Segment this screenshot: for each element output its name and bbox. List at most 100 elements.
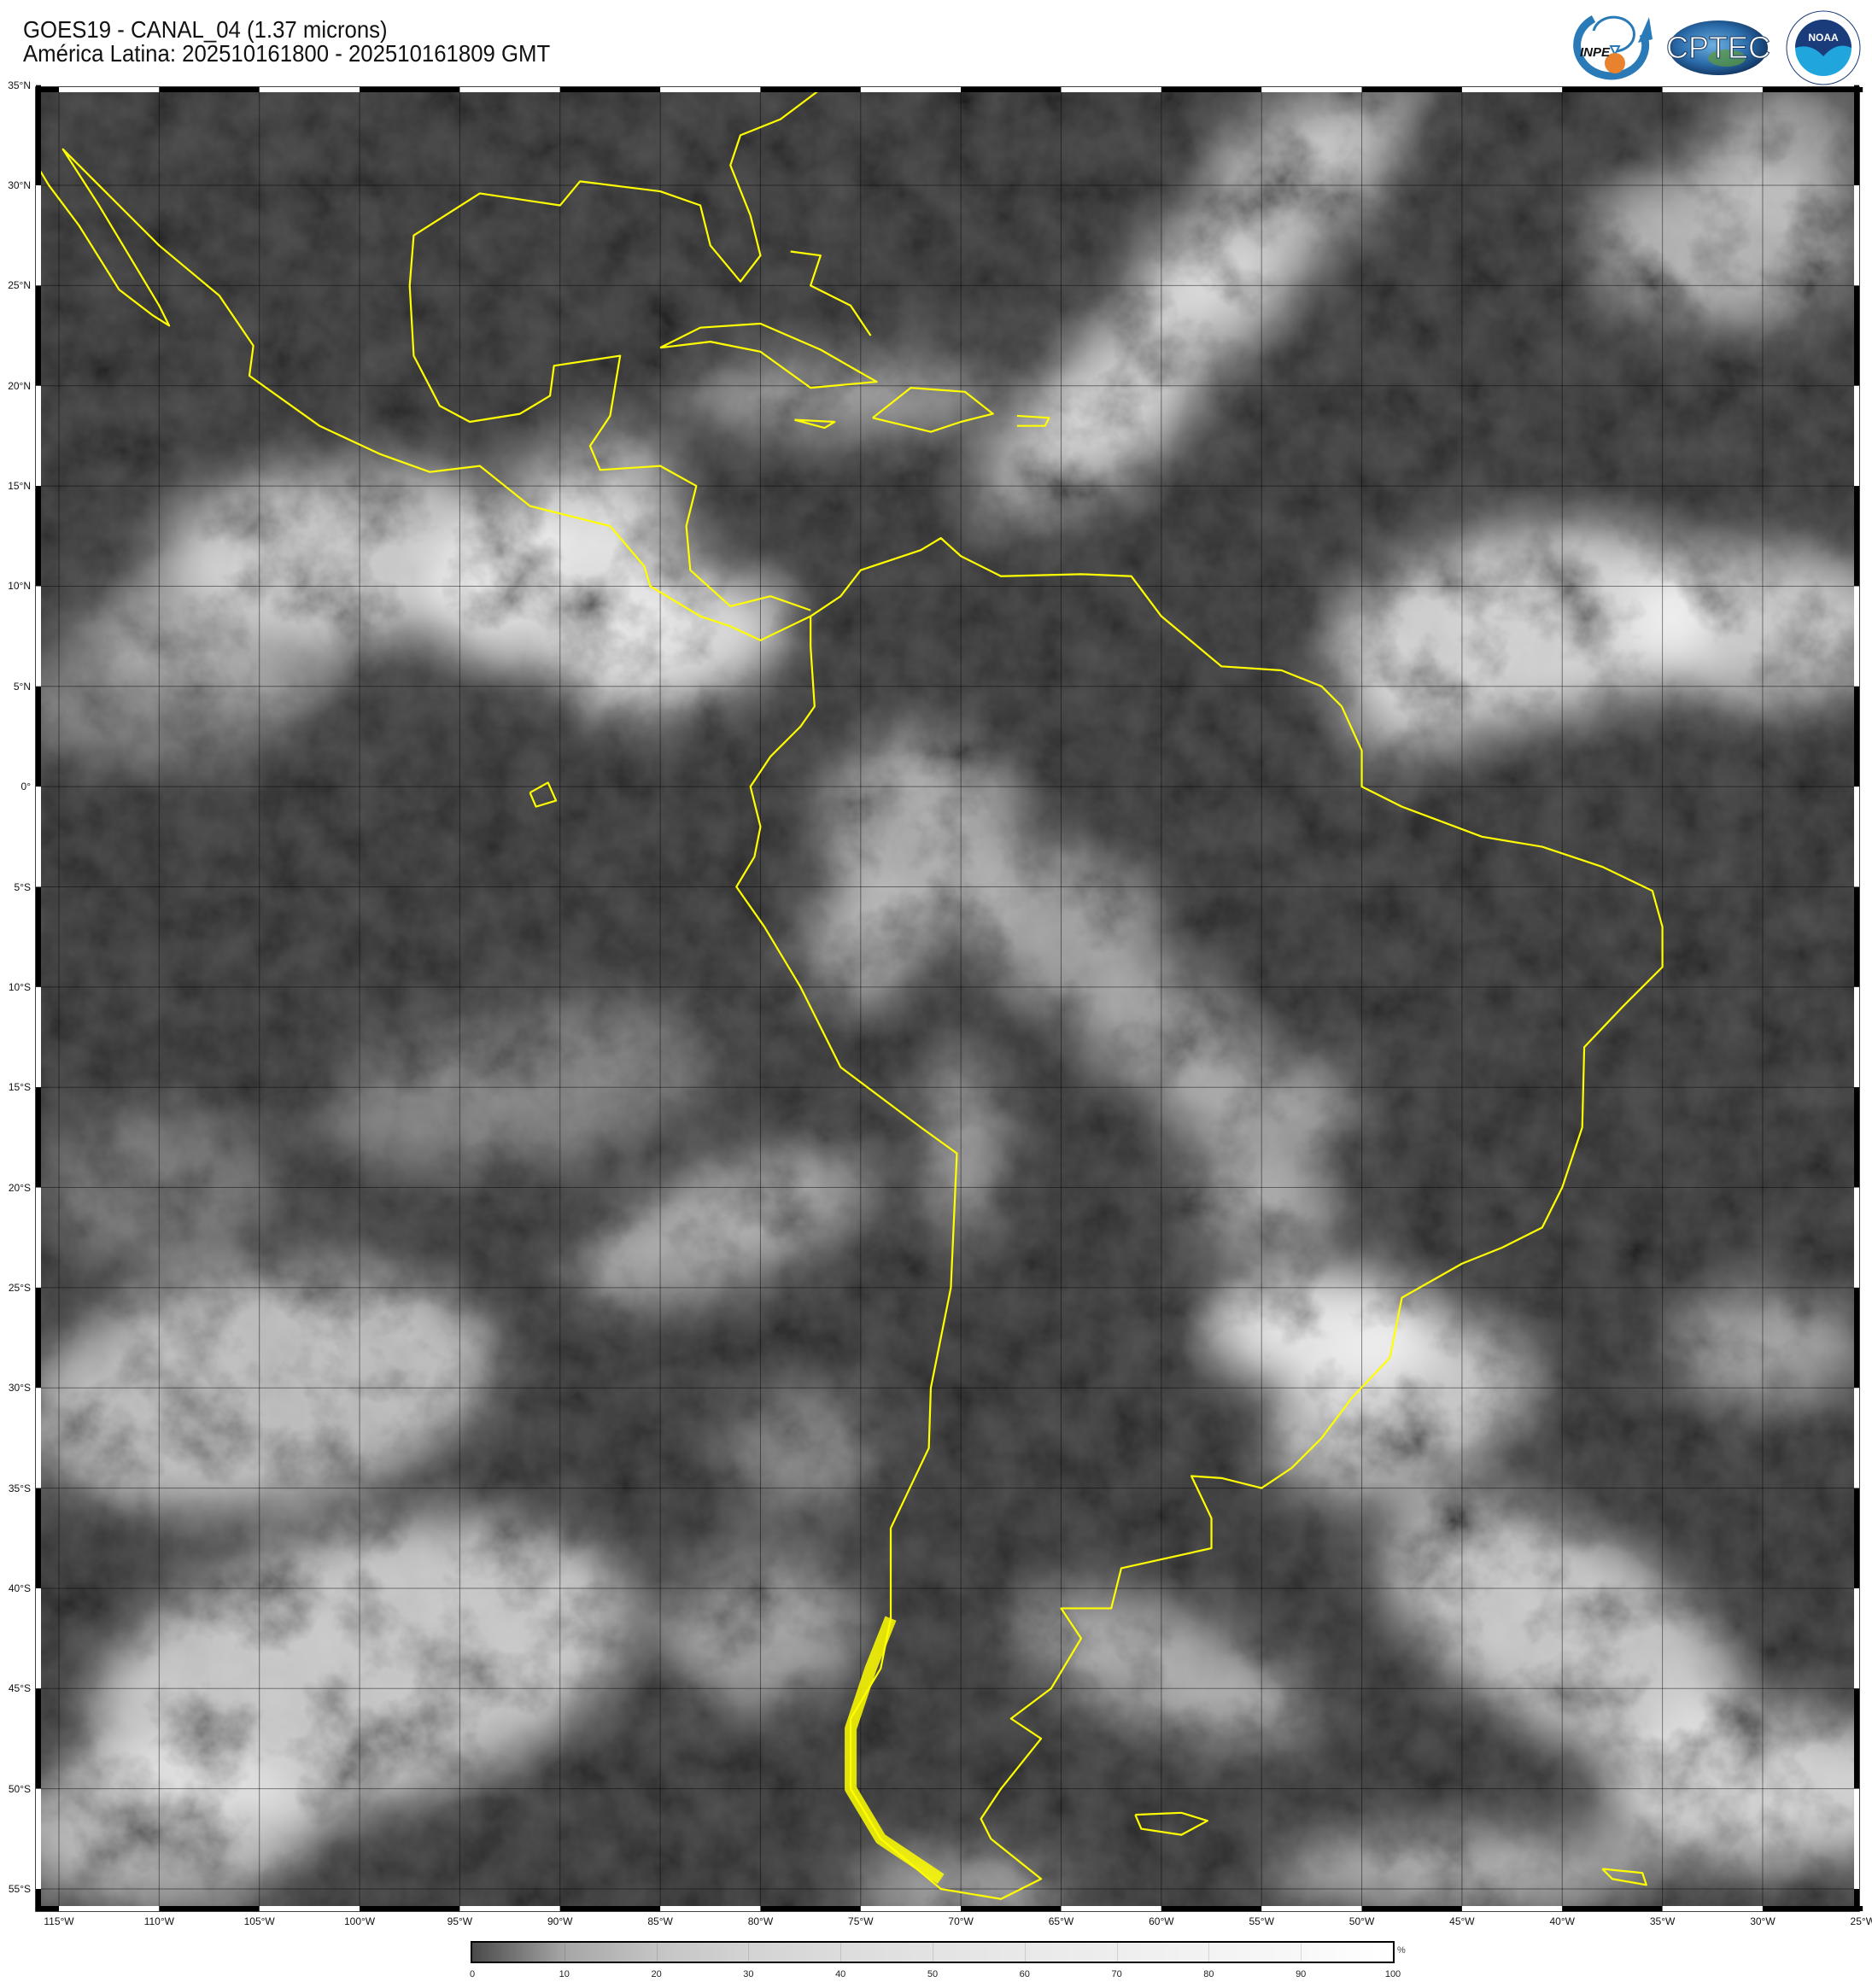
frame-bar-bottom xyxy=(59,1906,160,1911)
lon-label: 100°W xyxy=(343,1915,376,1927)
coastline-puerto-rico xyxy=(1016,414,1050,427)
frame-bar-right xyxy=(1854,786,1859,887)
lat-label: 5°S xyxy=(14,880,31,893)
frame-bar-right xyxy=(1854,1187,1859,1288)
colorbar-tick-label: 0 xyxy=(469,1969,476,1979)
lat-label: 25°N xyxy=(8,279,31,292)
frame-bar-left xyxy=(36,1087,41,1188)
map-title: GOES19 - CANAL_04 (1.37 microns) xyxy=(23,16,388,43)
lat-label: 30°S xyxy=(8,1382,31,1395)
frame-bar-left xyxy=(36,586,41,687)
frame-bar-left xyxy=(36,1488,41,1588)
frame-bar-left xyxy=(36,1287,41,1389)
lon-label: 50°W xyxy=(1348,1915,1375,1927)
lon-label: 40°W xyxy=(1549,1915,1575,1927)
frame-bar-right xyxy=(1854,1889,1859,1911)
colorbar-tick-label: 50 xyxy=(927,1969,939,1979)
frame-bar-top xyxy=(59,87,160,92)
frame-bar-right xyxy=(1854,1688,1859,1789)
frame-bar-top xyxy=(860,87,962,92)
frame-bar-left xyxy=(36,786,41,887)
colorbar-tick-label: 10 xyxy=(559,1969,570,1979)
colorbar-unit: % xyxy=(1397,1945,1406,1956)
frame-bar-right xyxy=(1854,1287,1859,1389)
lon-label: 85°W xyxy=(647,1915,673,1927)
inpe-logo: INPE xyxy=(1573,15,1653,80)
frame-bar-left xyxy=(36,686,41,787)
colorbar-divider xyxy=(656,1943,658,1962)
graticule xyxy=(36,87,1859,1911)
colorbar-tick-label: 100 xyxy=(1384,1969,1401,1979)
colorbar-tick-label: 80 xyxy=(1203,1969,1214,1979)
frame-bar-right xyxy=(1854,686,1859,787)
noaa-logo: NOAA xyxy=(1786,10,1861,85)
frame-bar-bottom xyxy=(1762,1906,1863,1911)
cloud-layer xyxy=(36,87,1859,1911)
frame-bar-right xyxy=(1854,1587,1859,1689)
frame-bar-top xyxy=(1662,87,1763,92)
noaa-logo-text: NOAA xyxy=(1808,32,1839,44)
frame-bar-top xyxy=(36,87,59,92)
lat-label: 35°N xyxy=(8,79,31,91)
lat-label: 40°S xyxy=(8,1582,31,1594)
frame-bar-bottom xyxy=(159,1906,260,1911)
coastline-cuba xyxy=(659,322,878,389)
coastline-galapagos xyxy=(529,781,558,808)
inpe-logo-text: INPE xyxy=(1580,45,1611,60)
frame-ticks xyxy=(36,83,1864,1911)
coastline-south-georgia xyxy=(1601,1868,1647,1886)
map-subtitle: América Latina: 202510161800 - 202510161… xyxy=(23,40,551,67)
frame-bar-bottom xyxy=(1361,1906,1462,1911)
lat-label: 10°S xyxy=(8,980,31,993)
lat-label: 45°S xyxy=(8,1682,31,1695)
frame-bar-top xyxy=(1461,87,1563,92)
frame-bar-right xyxy=(1854,85,1859,186)
frame-bar-right xyxy=(1854,1388,1859,1488)
cptec-logo-text: CPTEC xyxy=(1667,30,1770,65)
frame-bar-left xyxy=(36,1788,41,1889)
lon-label: 35°W xyxy=(1649,1915,1676,1927)
frame-bar-left xyxy=(36,385,41,487)
lat-label: 20°N xyxy=(8,379,31,392)
lat-label: 0° xyxy=(20,781,31,793)
frame-bar-right xyxy=(1854,285,1859,386)
frame-bar-top xyxy=(1161,87,1262,92)
frame-bar-right xyxy=(1854,1488,1859,1588)
lon-label: 25°W xyxy=(1850,1915,1872,1927)
frame-bar-right xyxy=(1854,1087,1859,1188)
lon-label: 80°W xyxy=(747,1915,774,1927)
lat-label: 20°S xyxy=(8,1181,31,1194)
lon-label: 95°W xyxy=(447,1915,473,1927)
coastline-central-america-pacific xyxy=(36,148,811,641)
frame-bar-left xyxy=(36,1388,41,1488)
frame-bar-right xyxy=(1854,486,1859,587)
colorbar-tick-label: 90 xyxy=(1296,1969,1307,1979)
coastline-hispaniola xyxy=(872,386,994,433)
colorbar-tick-label: 40 xyxy=(835,1969,846,1979)
frame-bar-bottom xyxy=(961,1906,1062,1911)
frame-bar-right xyxy=(1854,1788,1859,1889)
colorbar-tick-label: 60 xyxy=(1019,1969,1030,1979)
frame-bar-top xyxy=(760,87,861,92)
frame-bar-bottom xyxy=(1161,1906,1262,1911)
colorbar-divider xyxy=(840,1943,842,1962)
coastline-bahamas xyxy=(790,250,872,336)
frame-bar-right xyxy=(1854,385,1859,487)
frame-bar-left xyxy=(36,1889,41,1911)
lat-label: 50°S xyxy=(8,1782,31,1795)
frame-bar-bottom xyxy=(1261,1906,1362,1911)
lon-label: 75°W xyxy=(848,1915,874,1927)
colorbar-divider xyxy=(1116,1943,1118,1962)
colorbar-divider xyxy=(1301,1943,1302,1962)
colorbar-divider xyxy=(1024,1943,1026,1962)
frame-bar-left xyxy=(36,1688,41,1789)
frame-bar-right xyxy=(1854,185,1859,286)
lon-label: 90°W xyxy=(547,1915,573,1927)
frame-bar-right xyxy=(1854,83,1859,85)
frame-bar-top xyxy=(1061,87,1161,92)
frame-bar-bottom xyxy=(660,1906,761,1911)
coastline-chile-fjords xyxy=(845,1616,945,1885)
lon-label: 65°W xyxy=(1048,1915,1074,1927)
lon-label: 30°W xyxy=(1750,1915,1775,1927)
cptec-logo: CPTEC xyxy=(1667,20,1770,75)
